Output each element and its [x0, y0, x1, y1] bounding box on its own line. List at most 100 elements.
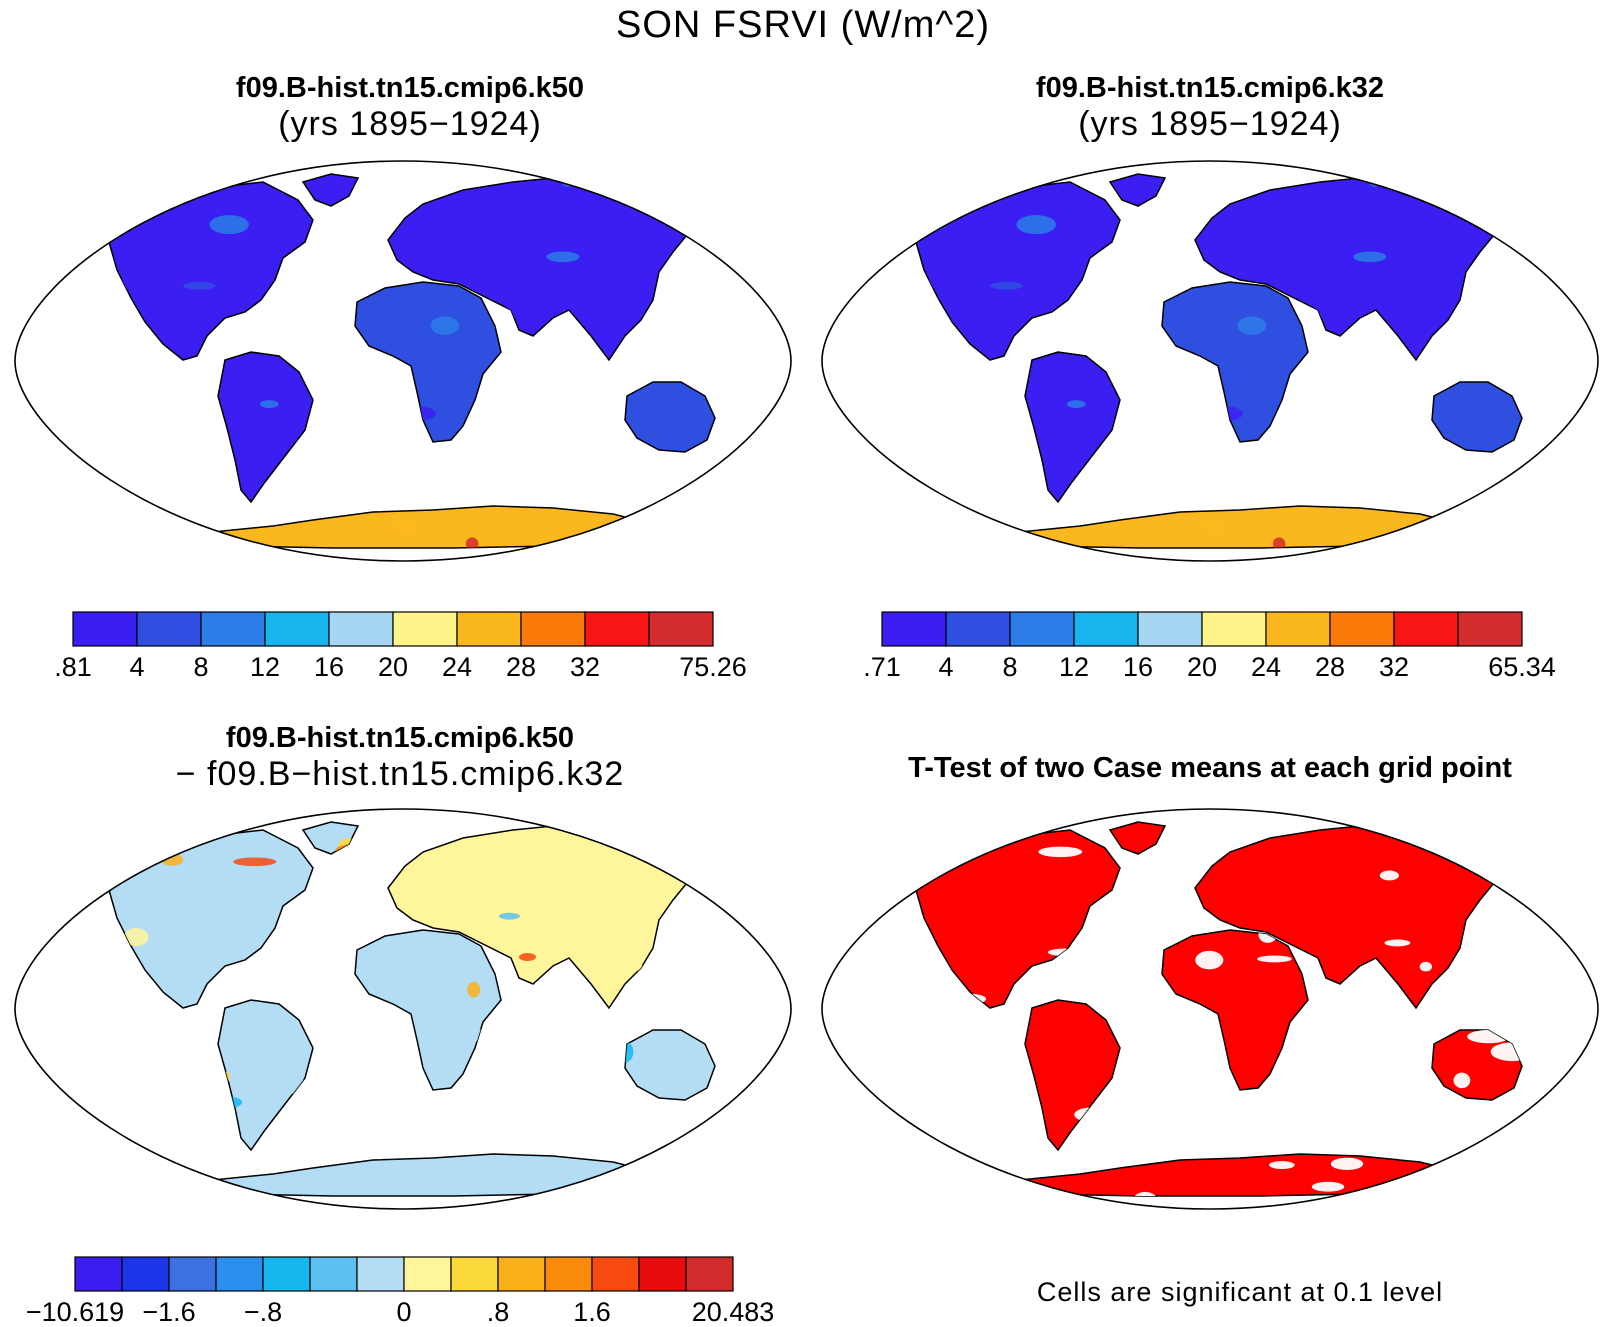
map-case2-africa-blotch	[1208, 406, 1243, 421]
map-ttest-antarctica-blotch	[1367, 1202, 1402, 1210]
map-case1-eurasia-blotch	[297, 355, 319, 370]
map-case2-land-group	[828, 164, 1595, 549]
map-case1-southAmerica-blotch	[733, 532, 759, 543]
map-diff-australia-blotch	[439, 821, 477, 839]
map-case2-africa	[1161, 281, 1309, 443]
map-diff-antarctica-blotch	[144, 1031, 167, 1041]
map-ttest-africa-blotch	[1542, 884, 1576, 903]
map-diff-southAmerica-blotch	[58, 1177, 100, 1193]
colorbar-diff-swatch	[309, 1256, 358, 1292]
map-case1-africa-blotch	[681, 345, 711, 364]
map-ttest-greenland-blotch	[957, 834, 984, 849]
map-case2-southAmerica-blotch	[1450, 471, 1488, 488]
map-case2-southAmerica-blotch	[914, 340, 956, 359]
map-ttest-southAmerica-blotch	[1374, 1104, 1403, 1111]
map-diff-eurasia-blotch	[605, 811, 634, 821]
map-case1-eurasia-blotch	[186, 479, 207, 499]
map-ttest-africa-blotch	[970, 1065, 990, 1075]
map-case2-southAmerica-blotch	[1535, 394, 1558, 407]
map-case2-northAmerica-blotch	[990, 282, 1023, 290]
map-case1-africa-blotch	[13, 161, 23, 174]
map-diff-greenland-blotch	[266, 1201, 293, 1210]
map-case1-southAmerica	[217, 351, 314, 504]
map-case2-outline	[821, 160, 1599, 562]
colorbar-diff-label: −1.6	[142, 1297, 195, 1327]
map-ttest-antarctica-blotch	[1268, 1161, 1295, 1170]
map-case2-northAmerica-blotch	[1517, 332, 1543, 340]
map-case2-australia-blotch	[1239, 444, 1269, 461]
map-case2-southAmerica-blotch	[883, 311, 909, 324]
map-case2-northAmerica-blotch	[916, 278, 946, 290]
map-ttest-greenland-blotch	[886, 1180, 922, 1202]
map-diff-northAmerica-blotch	[130, 853, 163, 861]
map-diff-australia-blotch	[625, 1041, 634, 1063]
map-diff-northAmerica-blotch	[367, 1040, 398, 1058]
map-diff-greenland-blotch	[186, 1090, 201, 1099]
map-ttest-greenland-blotch	[899, 809, 937, 830]
map-case2-northAmerica-blotch	[1472, 490, 1506, 504]
map-case1-africa-blotch	[67, 305, 102, 316]
map-case2-africa-blotch	[1421, 164, 1453, 183]
map-ttest-australia-blotch	[1208, 1071, 1228, 1091]
map-case1-australia-blotch	[432, 444, 462, 461]
map-case1-southAmerica-blotch	[673, 511, 698, 521]
map-diff-australia-blotch	[99, 1168, 142, 1184]
map-ttest-southAmerica-blotch	[1536, 1153, 1576, 1171]
panel-title-case1-line1: f09.B-hist.tn15.cmip6.k50	[235, 72, 585, 104]
map-ttest-greenland-blotch	[1359, 1040, 1375, 1048]
map-case2-antarctica-blotch	[1575, 204, 1595, 212]
map-ttest-northAmerica-blotch	[1388, 1189, 1418, 1207]
colorbar-case2-label: 12	[1059, 652, 1089, 682]
map-diff-greenland-blotch	[696, 815, 719, 822]
map-case2-africa-blotch	[828, 440, 865, 454]
map-case2-africa-blotch	[1473, 203, 1500, 212]
map-ttest-eurasia-blotch	[1524, 936, 1550, 955]
map-ttest-greenland-blotch	[1306, 1062, 1327, 1082]
map-diff-southAmerica-blotch	[592, 1009, 620, 1018]
map-case1-eurasia-blotch	[550, 474, 568, 491]
map-diff-australia-blotch	[65, 922, 94, 932]
panel-title-case2-line2: (yrs 1895−1924)	[1078, 105, 1342, 143]
map-case1-antarctica-blotch	[606, 162, 623, 182]
map-ttest-antarctica-blotch	[1347, 1080, 1381, 1088]
map-case2-eurasia-blotch	[1122, 320, 1144, 329]
map-diff-australia-blotch	[13, 913, 42, 925]
map-diff-antarctica-blotch	[646, 840, 682, 848]
map-diff-australia-texture	[13, 821, 712, 1184]
map-ttest-northAmerica-blotch	[841, 1126, 859, 1146]
map-diff-greenland-blotch	[553, 809, 593, 827]
map-case2-australia-blotch	[1365, 419, 1405, 438]
map-case2-australia-blotch	[916, 195, 932, 214]
map-ttest-australia-blotch	[1482, 945, 1522, 959]
map-case1-antarctica-blotch	[100, 417, 126, 438]
map-ttest-australia-blotch	[954, 1018, 992, 1038]
map-case1-antarctica-blotch	[694, 525, 706, 538]
map-diff-eurasia-blotch	[687, 947, 703, 956]
map-ttest	[821, 808, 1599, 1210]
map-diff-northAmerica-blotch	[56, 1144, 95, 1156]
map-case1-greenland-blotch	[98, 514, 115, 521]
map-ttest-southAmerica-blotch	[1188, 1028, 1202, 1039]
colorbar-diff: −10.619 −1.6 −.8 0 .8 1.6 20.483	[26, 1256, 774, 1327]
map-diff-southAmerica-blotch	[18, 1172, 37, 1180]
map-ttest-africa-blotch	[1529, 1119, 1553, 1136]
map-diff-greenland-blotch	[717, 1199, 730, 1205]
map-case2-greenland-blotch	[1404, 420, 1437, 439]
map-diff-greenland-blotch	[735, 808, 771, 819]
map-diff-land-group	[13, 808, 771, 1210]
map-case2-antarctica-blotch	[1577, 200, 1594, 214]
map-case1-greenland-blotch	[768, 412, 793, 423]
map-ttest-eurasia-blotch	[1432, 840, 1447, 854]
map-case2-greenland-blotch	[927, 428, 944, 437]
map-ttest-eurasia-blotch	[1419, 961, 1433, 972]
map-case2-southAmerica-blotch	[1219, 448, 1238, 458]
map-case1-africa-blotch	[591, 552, 631, 562]
map-diff-australia-blotch	[675, 1015, 712, 1028]
map-ttest-southAmerica-blotch	[864, 968, 879, 988]
map-case1-greenland-blotch	[104, 199, 119, 212]
map-ttest-eurasia-blotch	[844, 1110, 865, 1121]
map-ttest-eurasia	[1194, 823, 1511, 1010]
map-ttest-eurasia-blotch	[1544, 1180, 1562, 1193]
map-ttest-northAmerica-blotch	[1047, 948, 1081, 957]
map-diff-eurasia-blotch	[518, 953, 537, 961]
